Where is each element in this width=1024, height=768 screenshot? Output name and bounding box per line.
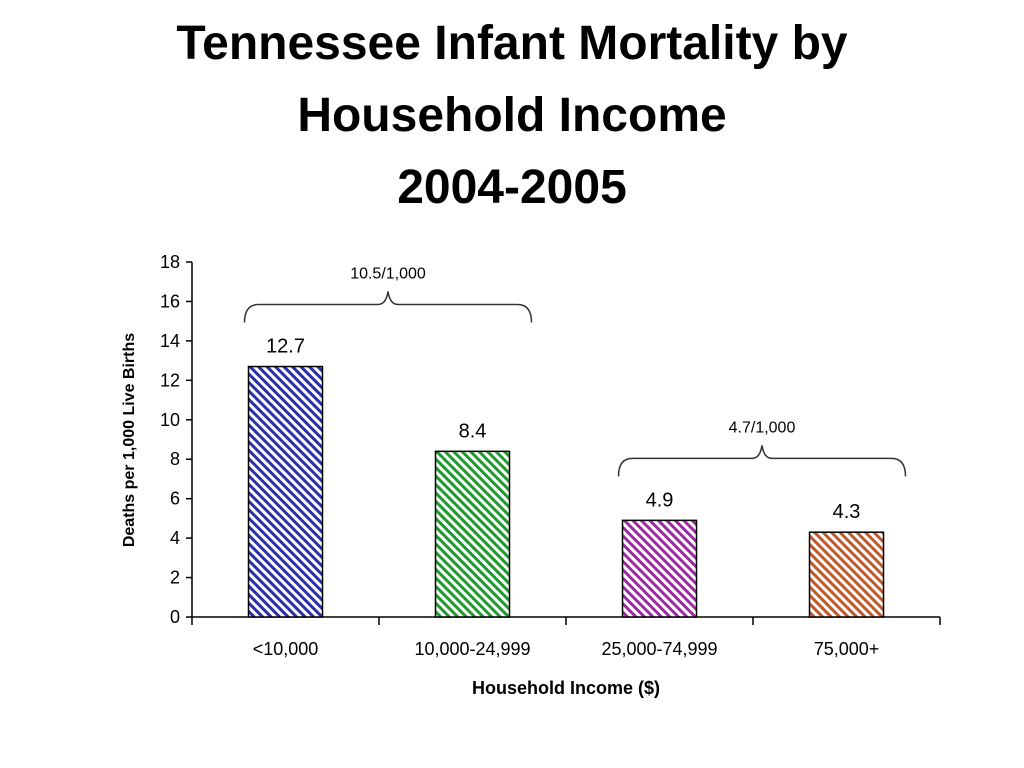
x-axis-title: Household Income ($): [472, 678, 660, 698]
y-tick-label: 18: [160, 252, 180, 272]
annotation-label: 4.7/1,000: [729, 419, 796, 436]
y-tick-label: 6: [170, 489, 180, 509]
y-tick-label: 0: [170, 607, 180, 627]
slide-title-line-3: 2004-2005: [397, 161, 627, 214]
x-tick-label: <10,000: [253, 639, 319, 659]
slide-title-line-1: Tennessee Infant Mortality by: [176, 17, 848, 70]
annotation-brace: [243, 291, 533, 323]
x-tick-label: 25,000-74,999: [601, 639, 717, 659]
y-tick-label: 10: [160, 410, 180, 430]
y-tick-label: 12: [160, 370, 180, 390]
annotations: 10.5/1,000 4.7/1,000: [243, 266, 907, 477]
bar-value-label: 8.4: [459, 420, 487, 442]
x-tick-label: 75,000+: [814, 639, 880, 659]
x-axis: <10,000 10,000-24,999 25,000-74,999 75,000+: [191, 616, 941, 659]
slide-title: Tennessee Infant Mortality by Household …: [0, 8, 1024, 224]
y-axis: 0 2 4 6 8 10 12 14 16 18: [160, 252, 193, 627]
annotation-brace: [617, 445, 907, 477]
bar: [247, 365, 324, 618]
bar-value-label: 4.3: [833, 501, 861, 523]
bar-value-label: 12.7: [266, 336, 305, 358]
x-tick-label: 10,000-24,999: [414, 639, 530, 659]
y-tick-label: 2: [170, 568, 180, 588]
bar: [621, 519, 698, 618]
y-tick-label: 16: [160, 291, 180, 311]
bars: 12.7 8.4 4.9 4.3: [247, 336, 885, 618]
bar: [434, 450, 511, 618]
bar-value-label: 4.9: [646, 489, 674, 511]
y-tick-label: 8: [170, 449, 180, 469]
annotation-label: 10.5/1,000: [350, 266, 426, 283]
y-axis-title: Deaths per 1,000 Live Births: [121, 333, 138, 547]
y-tick-label: 4: [170, 528, 180, 548]
y-tick-label: 14: [160, 331, 180, 351]
bar: [808, 531, 885, 618]
slide-title-line-2: Household Income: [297, 89, 727, 142]
